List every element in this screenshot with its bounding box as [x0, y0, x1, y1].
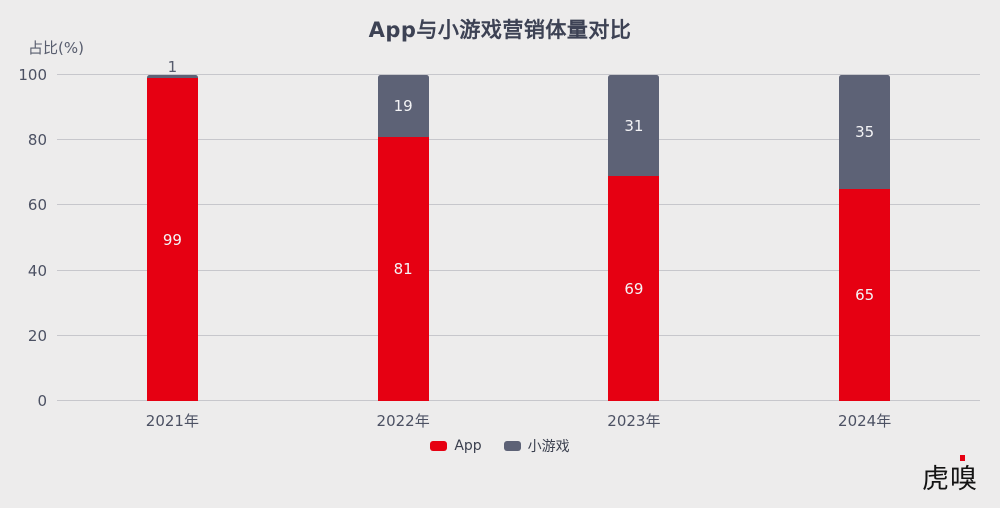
logo-huxiu: 虎嗅 — [922, 455, 978, 496]
gridline-y-100 — [57, 74, 980, 75]
legend: App 小游戏 — [0, 436, 1000, 456]
logo-red-accent-icon — [960, 455, 965, 461]
value-label-小游戏-2021年: 1 — [167, 58, 178, 76]
bar-segment-小游戏-2024年 — [839, 75, 891, 190]
legend-label-App: App — [454, 438, 482, 454]
bar-segment-小游戏-2022年 — [377, 75, 429, 137]
y-tick-label-100: 100 — [18, 66, 47, 84]
legend-swatch-App — [430, 441, 448, 451]
x-axis-label-2022年: 2022年 — [376, 412, 430, 430]
value-label-小游戏-2022年: 19 — [393, 96, 413, 115]
value-label-小游戏-2024年: 35 — [855, 123, 875, 142]
chart-title: App与小游戏营销体量对比 — [368, 18, 632, 42]
value-label-App-2021年: 99 — [162, 230, 182, 249]
bar-segment-App-2021年 — [146, 78, 198, 401]
value-label-App-2024年: 65 — [855, 286, 875, 305]
bar-group-2023年: 69 31 — [608, 75, 660, 401]
legend-swatch-小游戏 — [503, 441, 521, 451]
y-tick-label-80: 80 — [27, 131, 47, 150]
gridline-y-80 — [57, 139, 980, 141]
legend-label-小游戏: 小游戏 — [527, 439, 570, 455]
y-tick-label-40: 40 — [27, 261, 47, 280]
y-tick-label-20: 20 — [27, 326, 47, 345]
x-axis-label-2023年: 2023年 — [607, 412, 661, 430]
bar-segment-小游戏-2021年 — [146, 75, 198, 79]
y-tick-label-0: 0 — [37, 392, 47, 410]
bar-segment-小游戏-2023年 — [608, 75, 660, 177]
x-axis-label-2024年: 2024年 — [838, 412, 892, 430]
bar-segment-App-2023年 — [608, 176, 660, 401]
bar-group-2021年: 99 1 — [146, 58, 198, 401]
gridline-y-20 — [57, 334, 980, 336]
value-label-App-2022年: 81 — [393, 259, 413, 278]
value-label-App-2023年: 69 — [624, 279, 644, 298]
bar-group-2024年: 65 35 — [839, 75, 891, 401]
y-tick-label-60: 60 — [27, 196, 47, 215]
gridline-y-60 — [57, 204, 980, 206]
x-axis-label-2021年: 2021年 — [145, 412, 199, 430]
y-axis-label: 占比(%) — [28, 39, 84, 57]
bar-segment-App-2022年 — [377, 136, 429, 401]
legend-item-App: App — [430, 438, 482, 454]
gridline-y-40 — [57, 269, 980, 271]
gridline-y-0 — [57, 400, 980, 401]
bar-group-2022年: 81 19 — [377, 75, 429, 401]
logo-text: 虎嗅 — [922, 464, 978, 495]
plot-area: 0 20 40 60 80 100 99 1 2021年 81 19 2022年 69 31 2023年 65… — [18, 58, 980, 430]
legend-item-小游戏: 小游戏 — [503, 436, 570, 456]
bar-segment-App-2024年 — [839, 189, 891, 401]
value-label-小游戏-2023年: 31 — [624, 116, 644, 135]
